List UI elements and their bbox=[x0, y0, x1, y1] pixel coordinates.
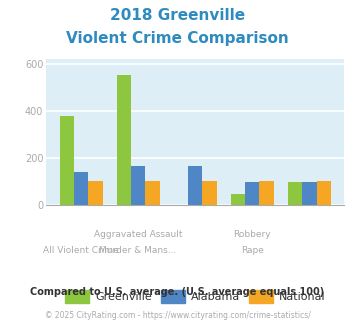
Bar bbox=[231, 194, 245, 205]
Bar bbox=[74, 172, 88, 205]
Bar bbox=[317, 181, 331, 205]
Bar bbox=[202, 181, 217, 205]
Legend: Greenville, Alabama, National: Greenville, Alabama, National bbox=[61, 286, 330, 307]
Bar bbox=[88, 181, 103, 205]
Text: Compared to U.S. average. (U.S. average equals 100): Compared to U.S. average. (U.S. average … bbox=[31, 287, 324, 297]
Text: Murder & Mans...: Murder & Mans... bbox=[99, 246, 177, 255]
Bar bbox=[302, 182, 317, 205]
Bar bbox=[188, 166, 202, 205]
Bar bbox=[145, 181, 160, 205]
Text: © 2025 CityRating.com - https://www.cityrating.com/crime-statistics/: © 2025 CityRating.com - https://www.city… bbox=[45, 311, 310, 320]
Text: All Violent Crime: All Violent Crime bbox=[43, 246, 119, 255]
Bar bbox=[260, 181, 274, 205]
Text: Robbery: Robbery bbox=[234, 230, 271, 239]
Text: Violent Crime Comparison: Violent Crime Comparison bbox=[66, 31, 289, 46]
Bar bbox=[60, 115, 74, 205]
Bar bbox=[131, 166, 145, 205]
Text: Rape: Rape bbox=[241, 246, 264, 255]
Bar bbox=[245, 182, 260, 205]
Bar bbox=[288, 182, 302, 205]
Bar bbox=[117, 75, 131, 205]
Text: Aggravated Assault: Aggravated Assault bbox=[94, 230, 182, 239]
Text: 2018 Greenville: 2018 Greenville bbox=[110, 8, 245, 23]
